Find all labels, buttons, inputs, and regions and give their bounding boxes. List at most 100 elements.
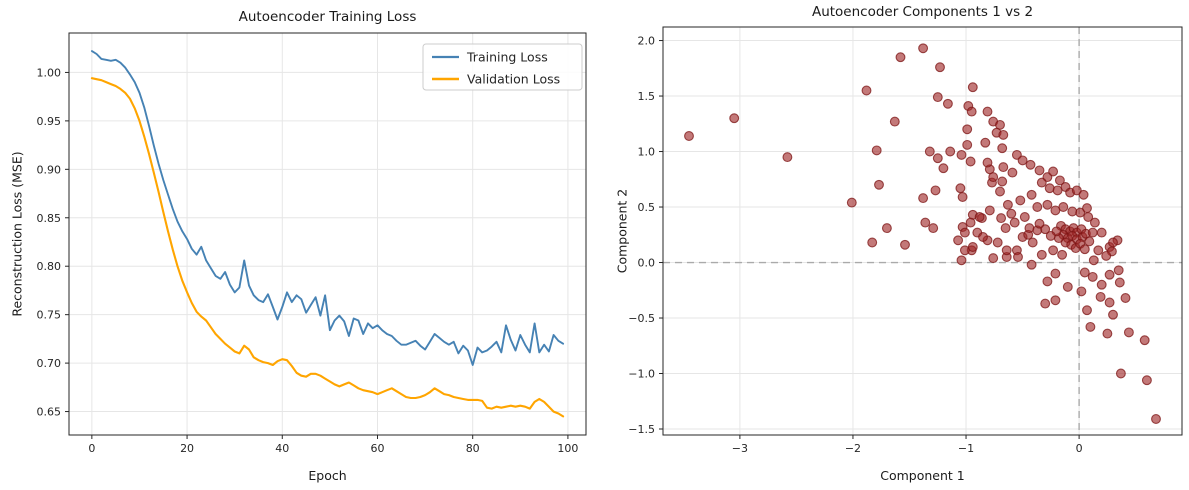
scatter-point: [1079, 244, 1090, 255]
scatter-point: [871, 145, 882, 156]
scatter-point: [992, 237, 1003, 248]
scatter-point: [861, 85, 872, 96]
scatter-point: [1088, 255, 1099, 266]
scatter-point: [1085, 321, 1096, 332]
scatter-point: [1079, 267, 1090, 278]
y-tick-label: 0.65: [37, 406, 62, 419]
scatter-point: [1025, 159, 1036, 170]
scatter-point: [1001, 245, 1012, 256]
scatter-point: [1113, 265, 1124, 276]
y-tick-label: 1.0: [638, 146, 656, 159]
scatter-point: [932, 92, 943, 103]
scatter-point: [956, 149, 967, 160]
scatter-point: [938, 163, 949, 174]
x-tick-label: 80: [466, 442, 480, 455]
scatter-point: [1026, 259, 1037, 270]
scatter-point: [1095, 291, 1106, 302]
axes-frame: [68, 32, 587, 436]
scatter-point: [1114, 277, 1125, 288]
scatter-point: [1045, 230, 1056, 241]
scatter-point: [1042, 276, 1053, 287]
y-tick-label: 0.80: [37, 260, 62, 273]
scatter-point: [1015, 195, 1026, 206]
right-y-axis-label: Component 2: [614, 188, 630, 274]
scatter-point: [962, 139, 973, 150]
scatter-point: [1076, 286, 1087, 297]
y-tick-label: 1.00: [37, 66, 62, 79]
scatter-point: [874, 179, 884, 190]
scatter-point: [924, 146, 935, 157]
scatter-point: [1009, 217, 1020, 228]
scatter-point: [1102, 328, 1113, 339]
scatter-point: [1108, 309, 1118, 320]
scatter-point: [1062, 281, 1073, 292]
scatter-point: [996, 213, 1007, 224]
scatter-point: [1006, 208, 1017, 219]
scatter-point: [1096, 279, 1107, 290]
scatter-point: [957, 192, 968, 202]
scatter-point: [1101, 250, 1112, 261]
y-tick-label: 2.0: [638, 35, 656, 48]
scatter-point: [1034, 218, 1045, 229]
legend-label: Validation Loss: [467, 72, 560, 87]
x-tick-label: −3: [732, 442, 748, 455]
scatter-point: [953, 235, 964, 246]
scatter-point: [918, 43, 929, 54]
left-x-axis-label: Epoch: [308, 468, 347, 483]
scatter-point: [974, 212, 985, 222]
scatter-point: [1050, 295, 1061, 306]
scatter-point: [1024, 223, 1035, 234]
scatter-point: [998, 162, 1009, 173]
scatter-point: [1141, 375, 1152, 386]
y-tick-label: −0.5: [628, 312, 655, 325]
scatter-point: [1019, 212, 1030, 222]
scatter-point: [1108, 237, 1118, 248]
scatter-point: [959, 227, 970, 238]
right-chart-title: Autoencoder Components 1 vs 2: [811, 4, 1034, 20]
scatter-point: [684, 131, 694, 141]
scatter-point: [956, 255, 967, 266]
scatter-point: [1087, 227, 1098, 238]
scatter-point: [889, 116, 900, 127]
scatter-point: [900, 239, 910, 250]
scatter-point: [1058, 202, 1069, 212]
scatter-point: [1084, 236, 1095, 247]
scatter-point: [1089, 217, 1100, 228]
scatter-point: [1000, 223, 1011, 234]
scatter-point: [1096, 227, 1107, 238]
scatter-point: [1002, 199, 1013, 210]
scatter-point: [920, 217, 931, 228]
scatter-point: [729, 113, 740, 124]
scatter-point: [1026, 189, 1037, 200]
scatter-point: [1017, 155, 1028, 166]
scatter-point: [932, 153, 943, 164]
y-tick-label: 0.90: [37, 163, 62, 176]
scatter-point: [1034, 165, 1045, 176]
x-tick-label: −1: [958, 442, 974, 455]
y-tick-label: 0.95: [37, 115, 62, 128]
scatter-point: [1027, 237, 1038, 248]
scatter-point: [1120, 293, 1131, 303]
scatter-point: [1151, 414, 1161, 424]
x-tick-label: 0: [88, 442, 95, 455]
scatter-point: [1123, 327, 1134, 338]
scatter-point: [1093, 245, 1104, 256]
scatter-point: [978, 232, 988, 242]
scatter-point: [1013, 252, 1023, 262]
y-tick-label: 0.85: [37, 212, 62, 225]
scatter-point: [881, 223, 892, 234]
y-tick-label: 0.75: [37, 309, 62, 322]
left-chart-title: Autoencoder Training Loss: [238, 9, 417, 25]
scatter-point: [935, 62, 945, 73]
scatter-point: [918, 193, 929, 204]
scatter-point: [895, 52, 906, 63]
scatter-point: [966, 106, 977, 117]
scatter-point: [867, 237, 878, 248]
y-tick-label: −1.0: [628, 368, 655, 381]
scatter-point: [1071, 185, 1082, 196]
y-tick-label: −1.5: [628, 423, 655, 436]
y-tick-label: 0.0: [638, 257, 656, 270]
left-y-axis-label: Reconstruction Loss (MSE): [9, 151, 25, 317]
x-tick-label: 40: [275, 442, 289, 455]
